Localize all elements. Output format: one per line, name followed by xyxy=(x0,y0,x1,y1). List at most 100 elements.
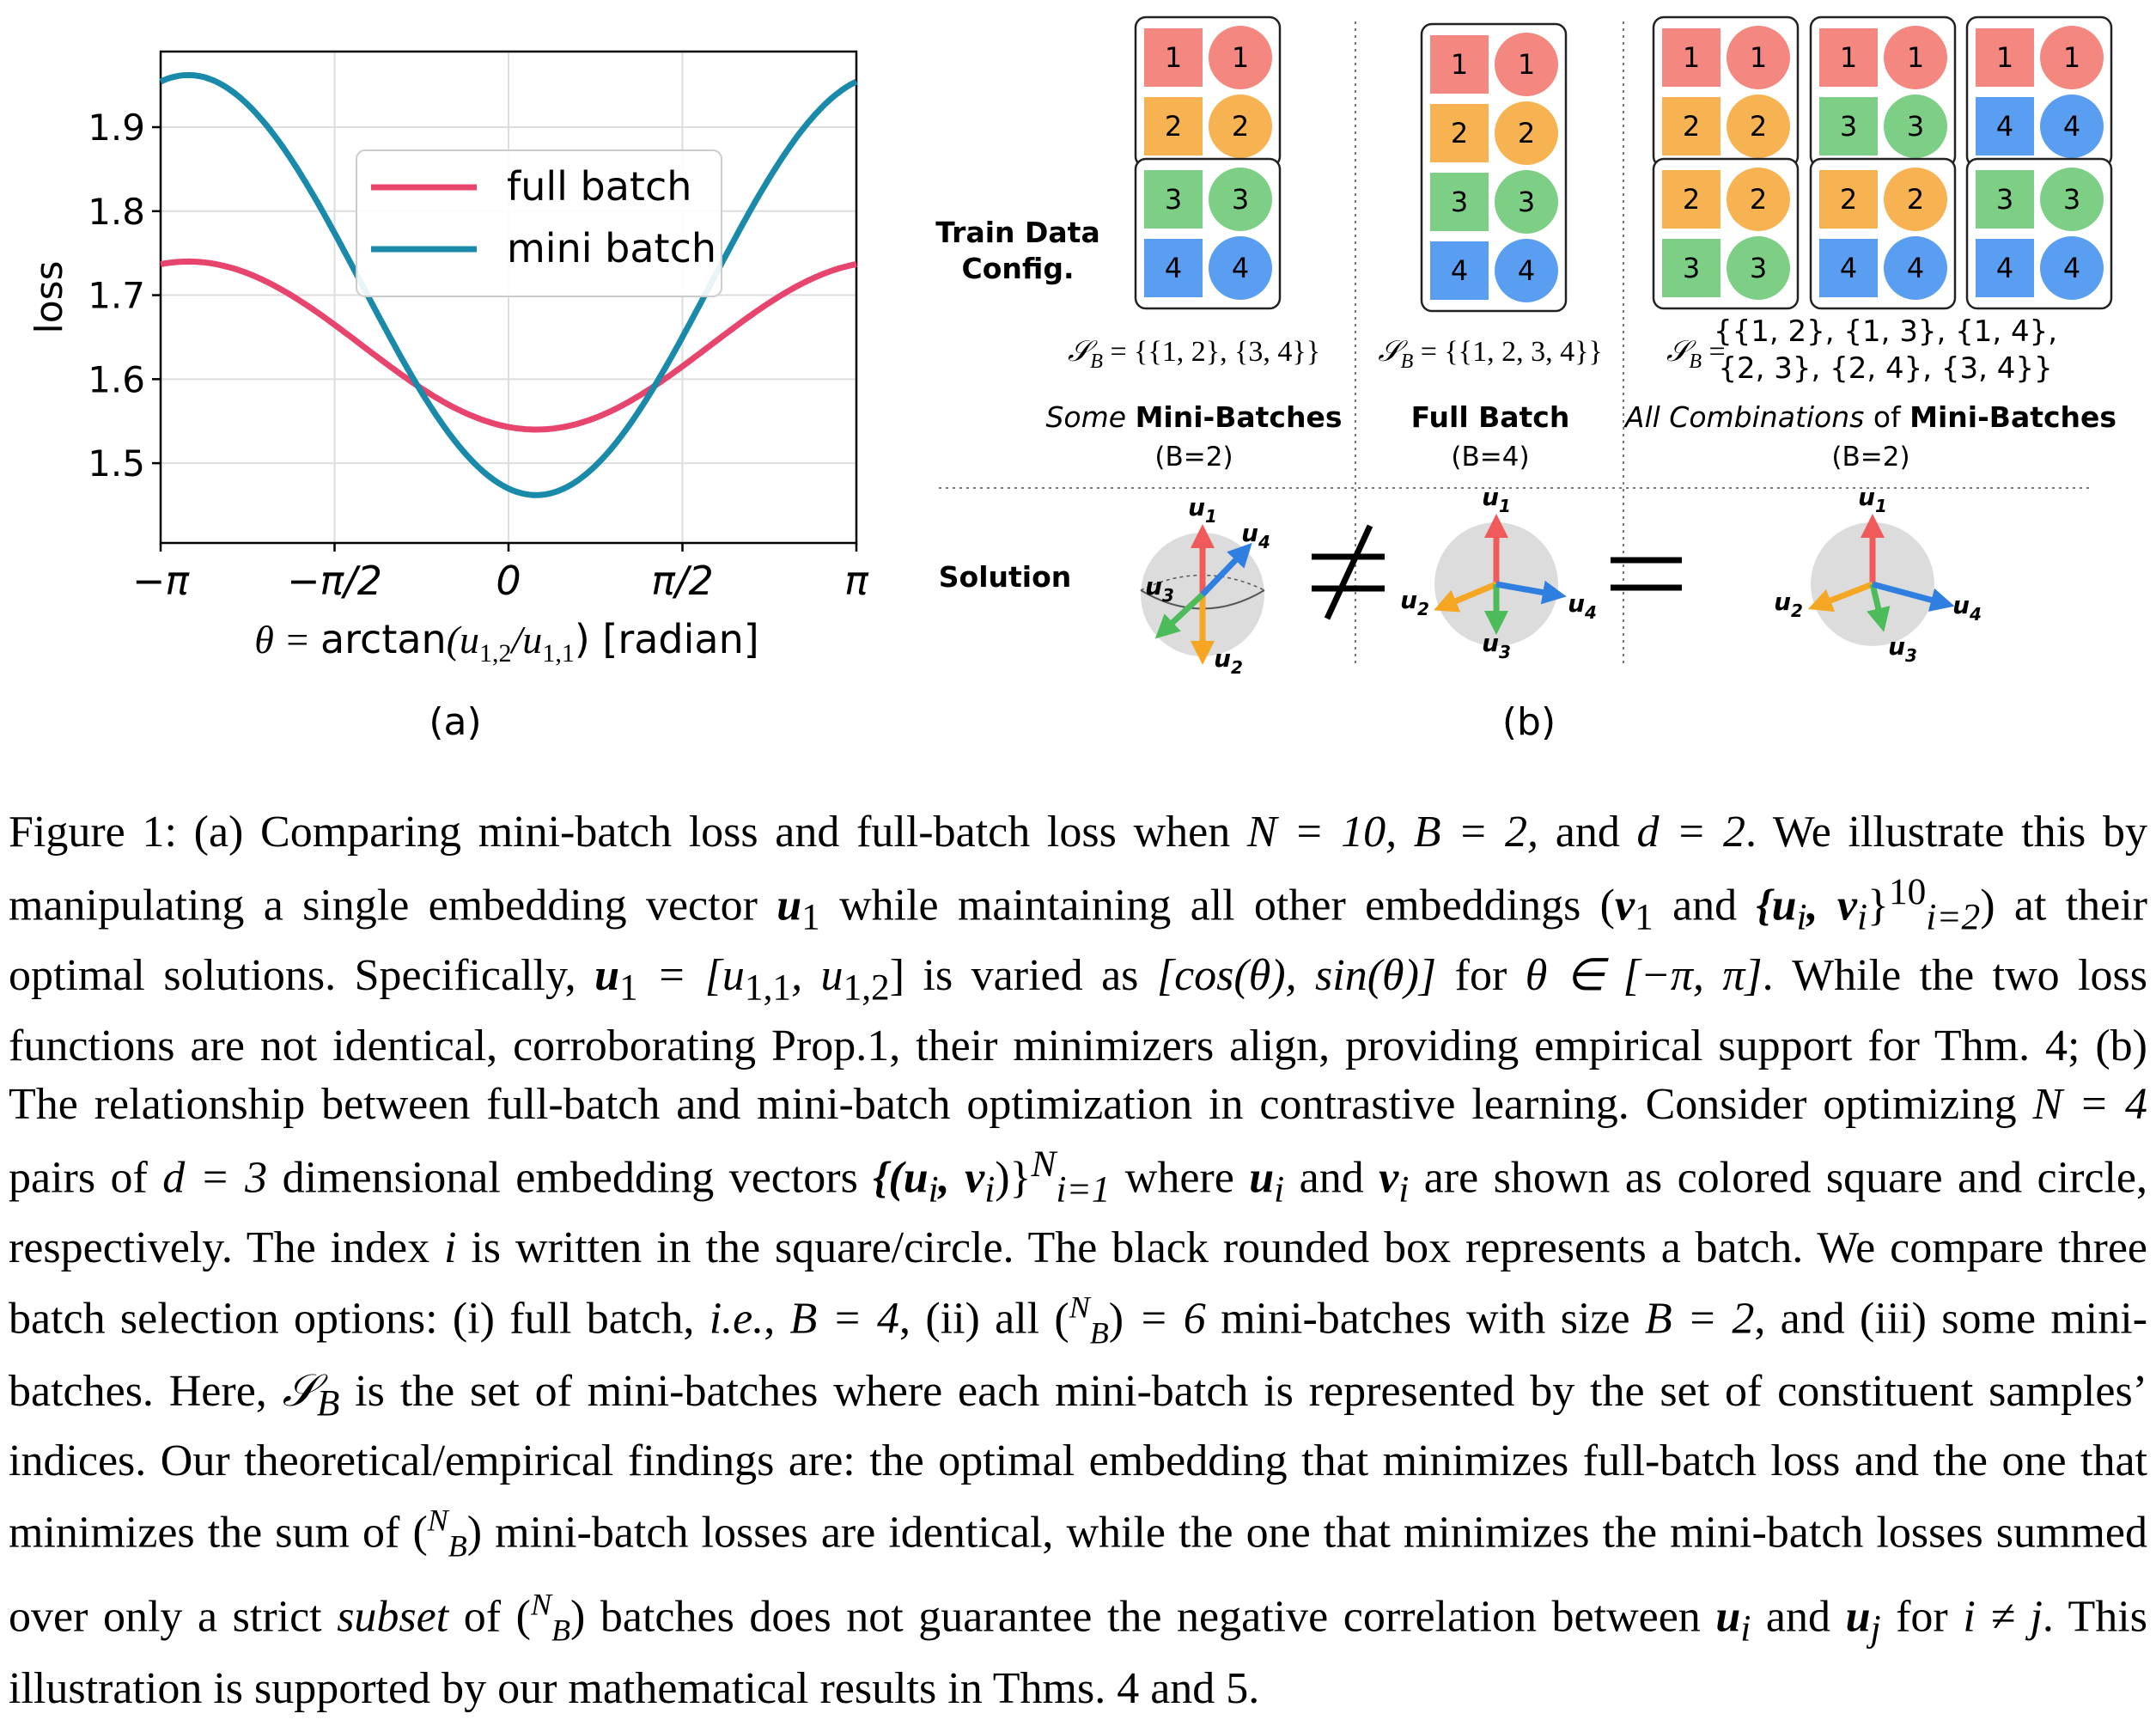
embedding-v-index: 1 xyxy=(1232,41,1249,74)
chart-legend: full batch mini batch xyxy=(356,149,722,297)
vector-label: u1 xyxy=(1858,483,1887,516)
caption-right-b: (B=2) xyxy=(1831,442,1909,473)
embedding-v-index: 3 xyxy=(1907,110,1924,143)
embedding-v-circle xyxy=(2040,26,2104,89)
embedding-v-index: 1 xyxy=(1518,48,1535,81)
embedding-v-index: 3 xyxy=(1750,252,1767,284)
figure: −π −π/2 0 π/2 π 1.5 1.6 1.7 1.8 1.9 loss θ = arct… xyxy=(0,0,2156,756)
panel-a-chart: −π −π/2 0 π/2 π 1.5 1.6 1.7 1.8 1.9 loss θ = arct… xyxy=(27,50,869,744)
y-axis-label: loss xyxy=(27,261,71,334)
x-tick-label: −π/2 xyxy=(287,558,382,604)
embedding-v-index: 1 xyxy=(1907,41,1924,74)
embedding-u-index: 4 xyxy=(1451,254,1468,287)
embedding-u-index: 1 xyxy=(1996,41,2013,74)
embedding-u-square xyxy=(1430,173,1489,231)
not-equal-symbol xyxy=(1312,524,1385,620)
vector-blue xyxy=(1872,581,1955,612)
vector-label: u4 xyxy=(1952,591,1982,625)
caption-middle: Full Batch xyxy=(1411,400,1570,434)
embedding-v-circle xyxy=(1884,26,1947,89)
embedding-v-index: 4 xyxy=(1232,252,1249,284)
embedding-u-index: 4 xyxy=(1840,252,1857,284)
embedding-v-index: 4 xyxy=(2063,110,2080,143)
embedding-u-index: 3 xyxy=(1451,186,1468,218)
set-notation-right-line1: {{1, 2}, {1, 3}, {1, 4}, xyxy=(1714,314,2057,349)
embedding-u-index: 2 xyxy=(1165,110,1182,143)
embedding-v-circle xyxy=(1727,95,1790,158)
embedding-v-index: 2 xyxy=(1750,110,1767,143)
y-tick-label: 1.7 xyxy=(88,275,145,317)
embedding-u-index: 1 xyxy=(1165,41,1182,74)
vector-label: u4 xyxy=(1568,589,1597,623)
set-notation-right-lhs: 𝒮B = xyxy=(1666,336,1726,373)
caption-right: All Combinations of Mini-Batches xyxy=(1623,400,2116,434)
y-tick-label: 1.5 xyxy=(88,442,145,485)
embedding-v-index: 2 xyxy=(1750,183,1767,216)
embedding-u-index: 1 xyxy=(1840,41,1857,74)
embedding-u-square xyxy=(1976,97,2034,156)
embedding-v-index: 3 xyxy=(1232,183,1249,216)
embedding-u-index: 1 xyxy=(1683,41,1700,74)
embedding-v-circle xyxy=(1209,95,1272,158)
embedding-u-square xyxy=(1144,239,1203,297)
x-tick-label: 0 xyxy=(496,558,521,604)
embedding-v-index: 2 xyxy=(1518,117,1535,149)
y-tick-label: 1.8 xyxy=(88,191,145,233)
y-tick-label: 1.6 xyxy=(88,358,145,400)
embedding-u-square xyxy=(1662,170,1721,229)
vector-label: u3 xyxy=(1145,572,1174,606)
set-notation-left: 𝒮B = {{1, 2}, {3, 4}} xyxy=(1068,336,1320,373)
embedding-u-square xyxy=(1976,170,2034,229)
embedding-v-circle xyxy=(1495,170,1558,234)
embedding-u-square xyxy=(1430,241,1489,300)
embedding-u-square xyxy=(1819,97,1878,156)
x-tick-label: −π xyxy=(132,558,191,604)
series-line-mini-batch xyxy=(159,71,858,498)
x-tick-label: π/2 xyxy=(651,558,713,604)
binomial-2: (NB) xyxy=(412,1503,483,1564)
vector-blue xyxy=(1200,542,1252,597)
vector-orange xyxy=(1807,581,1874,613)
vector-label: u1 xyxy=(1188,493,1217,527)
vector-label: u3 xyxy=(1888,632,1917,666)
embedding-v-circle xyxy=(2040,236,2104,300)
embedding-u-index: 3 xyxy=(1165,183,1182,216)
embedding-u-square xyxy=(1662,239,1721,297)
embedding-v-index: 2 xyxy=(1907,183,1924,216)
figure-caption: Figure 1: (a) Comparing mini-batch loss … xyxy=(9,808,2148,1714)
embedding-u-index: 2 xyxy=(1683,183,1700,216)
embedding-v-circle xyxy=(1209,168,1272,231)
embedding-u-square xyxy=(1662,28,1721,87)
caption-left-b: (B=2) xyxy=(1154,442,1233,473)
embedding-v-index: 3 xyxy=(2063,183,2080,216)
vector-green xyxy=(1867,583,1891,632)
embedding-u-square xyxy=(1430,104,1489,162)
embedding-v-circle xyxy=(1209,236,1272,300)
x-axis-label: θ = arctan(u1,2/u1,1) [radian] xyxy=(254,616,758,668)
solution-spheres: u1 u2 u3 u4 u1 u2 u3 u4 u1 u2 u3 u4 xyxy=(1140,483,1982,678)
embedding-u-square xyxy=(1819,28,1878,87)
y-tick-label: 1.9 xyxy=(88,107,145,149)
vector-label: u3 xyxy=(1482,629,1511,662)
panel-b-label: (b) xyxy=(1502,700,1556,744)
caption-left: Some Mini-Batches xyxy=(1045,400,1342,434)
equal-symbol xyxy=(1611,557,1682,591)
caption-middle-b: (B=4) xyxy=(1451,442,1529,473)
embedding-v-circle xyxy=(1495,33,1558,96)
embedding-u-index: 4 xyxy=(1165,252,1182,284)
embedding-u-square xyxy=(1144,97,1203,156)
embedding-v-index: 1 xyxy=(1750,41,1767,74)
x-tick-label: π xyxy=(844,558,869,604)
train-data-label-line1: Train Data xyxy=(935,216,1099,249)
embedding-v-index: 2 xyxy=(1232,110,1249,143)
embedding-u-index: 2 xyxy=(1840,183,1857,216)
legend-label-full-batch: full batch xyxy=(507,163,691,210)
embedding-v-circle xyxy=(1727,26,1790,89)
embedding-v-circle xyxy=(1884,236,1947,300)
vector-blue xyxy=(1495,580,1567,605)
embedding-u-index: 2 xyxy=(1451,117,1468,149)
embedding-u-square xyxy=(1144,170,1203,229)
embedding-u-index: 4 xyxy=(1996,110,2013,143)
solution-label: Solution xyxy=(939,560,1072,594)
vector-orange xyxy=(1434,581,1498,613)
